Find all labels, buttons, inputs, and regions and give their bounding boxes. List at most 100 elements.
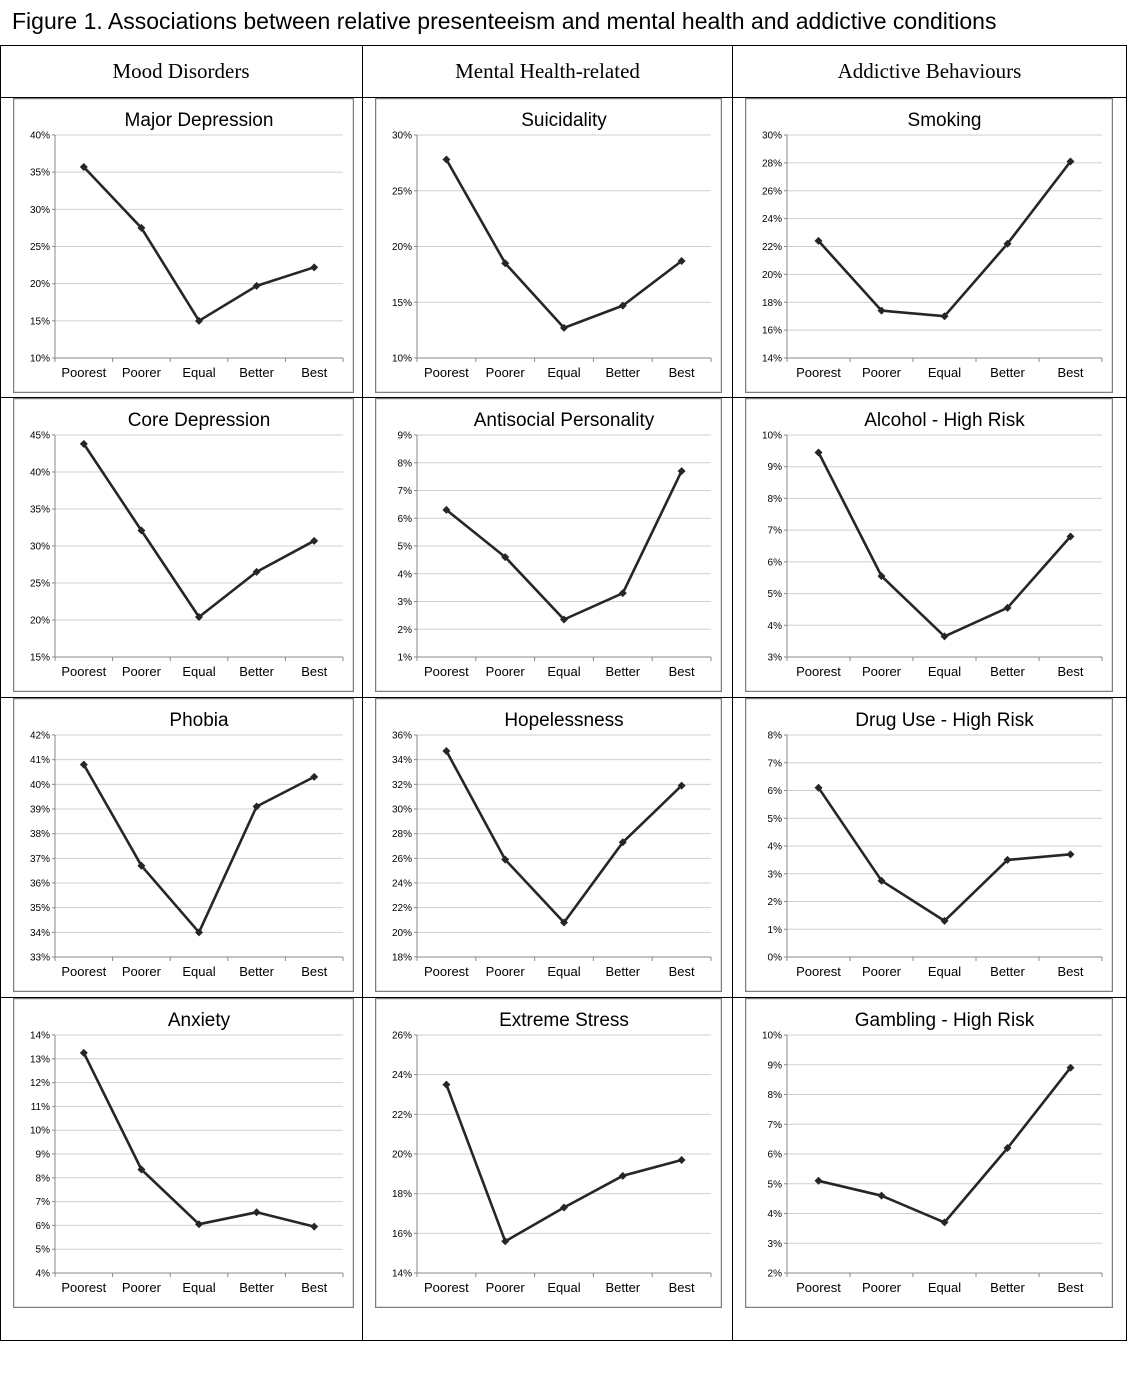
chart-frame: [13, 98, 354, 393]
y-tick-label: 2%: [768, 1269, 783, 1280]
y-tick-label: 40%: [30, 468, 50, 479]
y-tick-label: 10%: [30, 354, 50, 365]
y-tick-label: 16%: [762, 326, 782, 337]
x-tick-label-better: Better: [239, 365, 274, 380]
y-tick-label: 7%: [768, 526, 783, 537]
y-tick-label: 1%: [768, 925, 783, 936]
data-point-better: [1003, 239, 1012, 248]
x-tick-label-poorer: Poorer: [486, 664, 526, 679]
y-tick-label: 30%: [392, 805, 412, 816]
y-tick-label: 40%: [30, 780, 50, 791]
x-tick-label-poorest: Poorest: [61, 664, 106, 679]
chart-frame: [375, 398, 722, 692]
x-tick-label-poorest: Poorest: [424, 664, 469, 679]
x-tick-label-best: Best: [669, 1280, 695, 1295]
data-point-poorest: [442, 1080, 451, 1089]
y-tick-label: 5%: [36, 1245, 51, 1256]
data-point-poorest: [79, 439, 88, 448]
column-header-mood-disorders: Mood Disorders: [112, 59, 250, 83]
y-tick-label: 35%: [30, 168, 50, 179]
y-tick-label: 2%: [398, 625, 413, 636]
y-tick-label: 20%: [30, 279, 50, 290]
data-point-better: [252, 567, 261, 576]
y-tick-label: 5%: [768, 589, 783, 600]
data-point-poorer: [501, 553, 510, 562]
y-tick-label: 20%: [392, 1150, 412, 1161]
x-tick-label-equal: Equal: [547, 365, 580, 380]
data-point-poorer: [877, 572, 886, 581]
data-point-best: [310, 772, 319, 781]
y-tick-label: 5%: [398, 542, 413, 553]
x-tick-label-poorest: Poorest: [61, 365, 106, 380]
y-tick-label: 8%: [768, 494, 783, 505]
x-tick-label-poorest: Poorest: [424, 1280, 469, 1295]
column-header-addictive-behaviours: Addictive Behaviours: [837, 59, 1022, 83]
x-tick-label-better: Better: [605, 1280, 640, 1295]
chart-smoking: Smoking 14% 16% 18% 20% 22% 24% 26% 28% 30% Poores…: [745, 98, 1113, 393]
chart-extreme-stress: Extreme Stress 14% 16% 18% 20% 22% 24% 26% Poore…: [375, 998, 722, 1308]
y-tick-label: 15%: [392, 298, 412, 309]
x-tick-label-better: Better: [990, 964, 1025, 979]
x-tick-label-best: Best: [1057, 365, 1083, 380]
chart-title: Anxiety: [168, 1010, 231, 1031]
data-point-poorer: [501, 259, 510, 268]
column-divider-2: [732, 45, 733, 1341]
chart-svg: Antisocial Personality 1% 2% 3% 4% 5% 6% 7% 8% 9%…: [375, 398, 722, 692]
y-tick-label: 8%: [768, 1090, 783, 1101]
chart-svg: Smoking 14% 16% 18% 20% 22% 24% 26% 28% 30% Poores…: [745, 98, 1113, 393]
data-point-equal: [940, 916, 949, 925]
y-tick-label: 25%: [30, 242, 50, 253]
y-tick-label: 7%: [36, 1197, 51, 1208]
data-point-better: [1003, 603, 1012, 612]
y-tick-label: 4%: [768, 1209, 783, 1220]
data-point-best: [310, 263, 319, 272]
y-tick-label: 10%: [392, 354, 412, 365]
y-tick-label: 16%: [392, 1229, 412, 1240]
y-tick-label: 4%: [36, 1269, 51, 1280]
y-tick-label: 20%: [762, 270, 782, 281]
chart-frame: [375, 998, 722, 1308]
y-tick-label: 37%: [30, 854, 50, 865]
x-tick-label-poorer: Poorer: [122, 1280, 162, 1295]
x-tick-label-poorest: Poorest: [796, 964, 841, 979]
data-point-best: [1066, 850, 1075, 859]
x-tick-label-equal: Equal: [928, 365, 961, 380]
x-tick-label-best: Best: [301, 664, 327, 679]
x-tick-label-best: Best: [669, 964, 695, 979]
chart-frame: [375, 698, 722, 992]
y-tick-label: 25%: [30, 579, 50, 590]
y-tick-label: 30%: [30, 205, 50, 216]
y-tick-label: 8%: [36, 1173, 51, 1184]
chart-frame: [745, 398, 1113, 692]
y-tick-label: 26%: [392, 1031, 412, 1042]
data-point-poorest: [79, 760, 88, 769]
column-divider-1: [362, 45, 363, 1341]
y-tick-label: 28%: [762, 158, 782, 169]
y-tick-label: 14%: [762, 354, 782, 365]
data-point-equal: [560, 1203, 568, 1212]
data-point-best: [677, 467, 686, 476]
data-point-poorer: [877, 306, 886, 315]
y-tick-label: 41%: [30, 755, 50, 766]
data-point-poorest: [79, 162, 88, 171]
x-tick-label-better: Better: [605, 365, 640, 380]
y-tick-label: 6%: [768, 1150, 783, 1161]
x-tick-label-poorest: Poorest: [796, 664, 841, 679]
data-point-poorer: [877, 1191, 886, 1200]
x-tick-label-best: Best: [1057, 1280, 1083, 1295]
x-tick-label-poorer: Poorer: [122, 964, 162, 979]
data-point-best: [310, 536, 319, 545]
chart-title: Gambling - High Risk: [855, 1010, 1035, 1031]
y-tick-label: 3%: [768, 1239, 783, 1250]
x-tick-label-better: Better: [239, 964, 274, 979]
x-tick-label-poorest: Poorest: [796, 1280, 841, 1295]
chart-svg: Drug Use - High Risk 0% 1% 2% 3% 4% 5% 6% 7% 8% Po…: [745, 698, 1113, 992]
data-point-poorest: [442, 505, 451, 514]
chart-drug-use-high-risk: Drug Use - High Risk 0% 1% 2% 3% 4% 5% 6% 7% 8% Po…: [745, 698, 1113, 992]
x-tick-label-better: Better: [990, 664, 1025, 679]
y-tick-label: 34%: [392, 755, 412, 766]
data-point-best: [1066, 532, 1075, 541]
data-point-poorer: [137, 526, 146, 535]
chart-title: Hopelessness: [504, 710, 623, 731]
table-border-bottom: [0, 1340, 1127, 1341]
